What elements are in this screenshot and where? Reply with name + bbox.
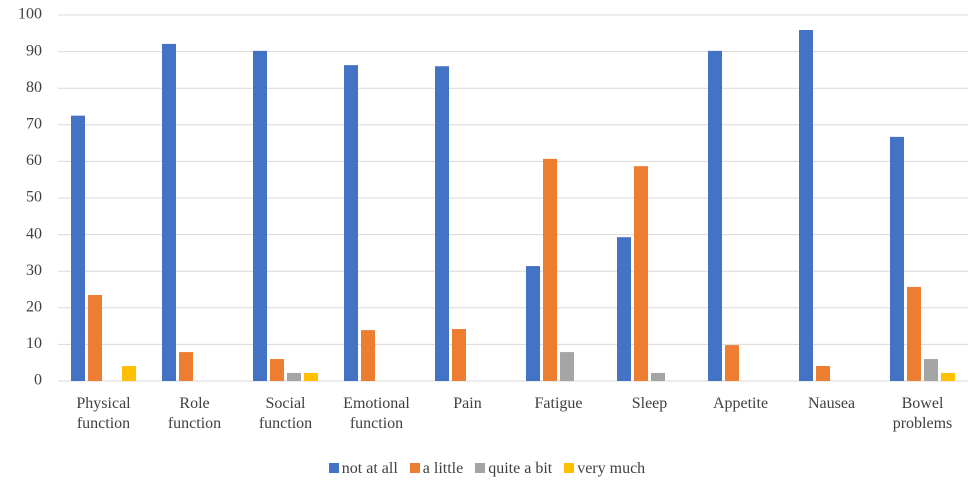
bar	[179, 352, 193, 381]
y-tick-label: 30	[26, 262, 42, 279]
x-tick-label: Social function	[258, 395, 313, 432]
bar	[361, 330, 375, 381]
bar	[526, 266, 540, 381]
x-tick-label: Pain	[453, 395, 482, 412]
bar	[651, 372, 665, 381]
y-tick-label: 100	[18, 6, 42, 23]
legend-label: quite a bit	[488, 460, 553, 477]
bar	[71, 115, 85, 382]
legend-swatch	[409, 463, 420, 473]
legend-swatch	[475, 463, 486, 473]
legend-label: very much	[577, 460, 646, 477]
x-tick-label: Nausea	[807, 395, 856, 412]
legend-swatch	[564, 463, 575, 473]
bar	[924, 359, 938, 381]
y-tick-label: 10	[26, 335, 42, 352]
x-tick-label: Sleep	[631, 395, 668, 412]
y-tick-label: 80	[26, 79, 42, 96]
bar	[941, 372, 955, 381]
bar	[799, 30, 813, 381]
bar	[162, 43, 176, 381]
bar	[304, 372, 318, 381]
y-tick-label: 0	[34, 372, 42, 389]
legend: not at all a little quite a bit very much	[0, 460, 974, 478]
y-tick-label: 40	[26, 225, 42, 242]
bar	[435, 66, 449, 382]
legend-swatch	[328, 463, 339, 473]
legend-label: a little	[422, 460, 464, 477]
bar	[890, 136, 904, 381]
bar	[725, 345, 739, 381]
y-tick-label: 60	[26, 152, 42, 169]
x-tick-label: Appetite	[712, 395, 769, 412]
bar	[452, 329, 466, 381]
x-tick-label: Bowel problems	[892, 395, 953, 432]
legend-item: not at all	[328, 460, 398, 478]
bar	[88, 294, 102, 381]
legend-item: quite a bit	[475, 460, 552, 478]
bar	[560, 352, 574, 381]
x-tick-label: Emotional function	[343, 395, 410, 432]
x-tick-label: Fatigue	[534, 395, 583, 412]
bar	[270, 359, 284, 381]
bar	[708, 50, 722, 381]
bar	[344, 65, 358, 381]
y-tick-label: 90	[26, 42, 42, 59]
bar	[617, 237, 631, 381]
bar	[816, 365, 830, 381]
x-tick-label: Physical function	[76, 395, 131, 432]
y-tick-label: 20	[26, 298, 42, 315]
bar	[287, 372, 301, 381]
bar	[253, 50, 267, 381]
x-tick-label: Role function	[167, 395, 222, 432]
y-tick-label: 70	[26, 115, 42, 132]
bar	[634, 166, 648, 381]
y-tick-label: 50	[26, 189, 42, 206]
legend-item: very much	[564, 460, 645, 478]
bar	[543, 158, 557, 381]
bar	[907, 286, 921, 381]
bar	[122, 365, 136, 381]
legend-item: a little	[409, 460, 464, 478]
legend-label: not at all	[341, 460, 398, 477]
